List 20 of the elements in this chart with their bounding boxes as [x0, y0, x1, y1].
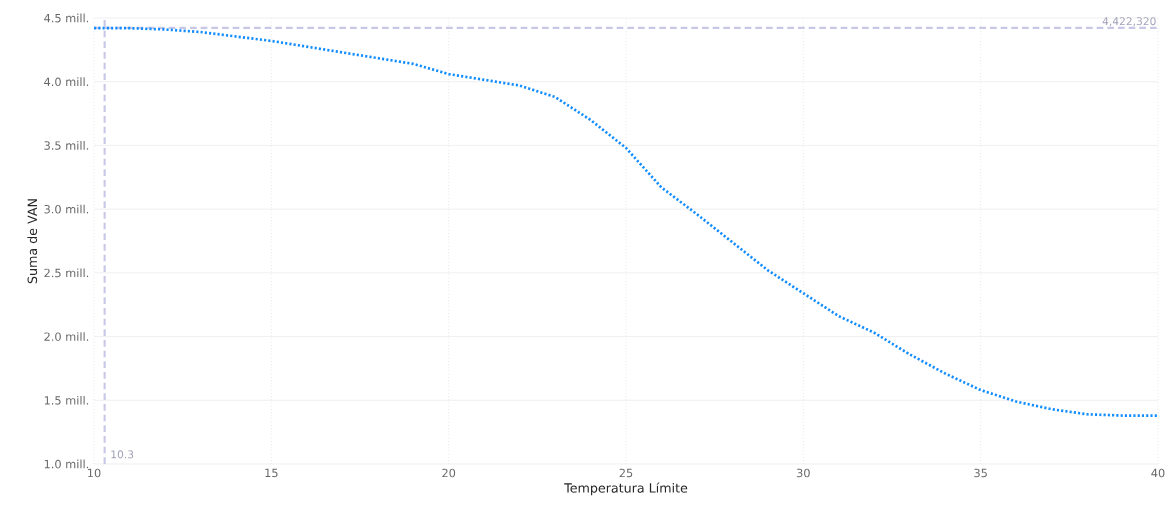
y-tick-label: 3.0 mill. — [44, 204, 89, 214]
y-tick-label: 1.0 mill. — [44, 459, 89, 469]
y-tick-label: 2.5 mill. — [44, 268, 89, 278]
y-tick-label: 2.0 mill. — [44, 332, 89, 341]
x-tick-label: 10 — [88, 468, 101, 478]
line-series — [92, 26, 1160, 417]
x-tick-label: 30 — [796, 468, 810, 478]
y-tick-label: 3.5 mill. — [44, 141, 89, 150]
y-tick-label: 4.0 mill. — [44, 77, 89, 87]
ref-line-label: 4,422,320 — [1102, 17, 1156, 27]
x-tick-label: 20 — [442, 468, 456, 478]
ref-line-label: 10.3 — [111, 450, 134, 459]
y-tick-label: 1.5 mill. — [44, 395, 89, 405]
x-tick-label: 35 — [974, 468, 987, 478]
x-tick-label: 40 — [1151, 468, 1165, 478]
y-tick-label: 4.5 mill. — [44, 13, 89, 23]
y-axis-title: Suma de VAN — [27, 199, 38, 284]
x-tick-label: 15 — [265, 468, 278, 478]
x-tick-label: 25 — [619, 468, 633, 478]
x-axis-title: Temperatura Límite — [564, 482, 688, 496]
